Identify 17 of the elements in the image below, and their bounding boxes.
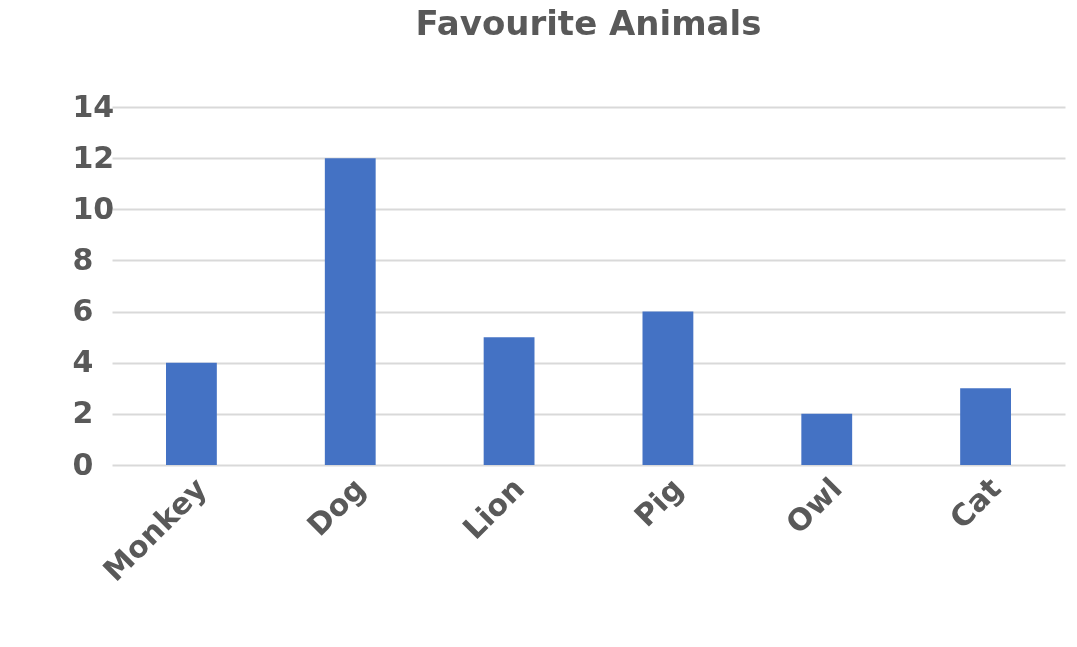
bar bbox=[483, 337, 535, 465]
y-tick-label: 14 bbox=[72, 88, 115, 124]
x-tick-label: Pig bbox=[627, 470, 690, 534]
y-tick-label: 4 bbox=[72, 344, 94, 380]
y-tick-label: 10 bbox=[72, 190, 115, 226]
y-tick-label: 0 bbox=[72, 446, 94, 482]
x-tick-label: Cat bbox=[942, 470, 1008, 536]
y-tick-label: 2 bbox=[72, 395, 94, 431]
y-tick-label: 8 bbox=[72, 241, 94, 277]
chart-title: Favourite Animals bbox=[415, 3, 762, 43]
y-tick-label: 6 bbox=[72, 293, 94, 329]
bar bbox=[324, 158, 376, 465]
bar bbox=[166, 362, 217, 465]
y-tick-label: 12 bbox=[72, 139, 115, 175]
bar bbox=[960, 388, 1011, 465]
bar bbox=[642, 311, 694, 465]
bar bbox=[801, 413, 853, 465]
